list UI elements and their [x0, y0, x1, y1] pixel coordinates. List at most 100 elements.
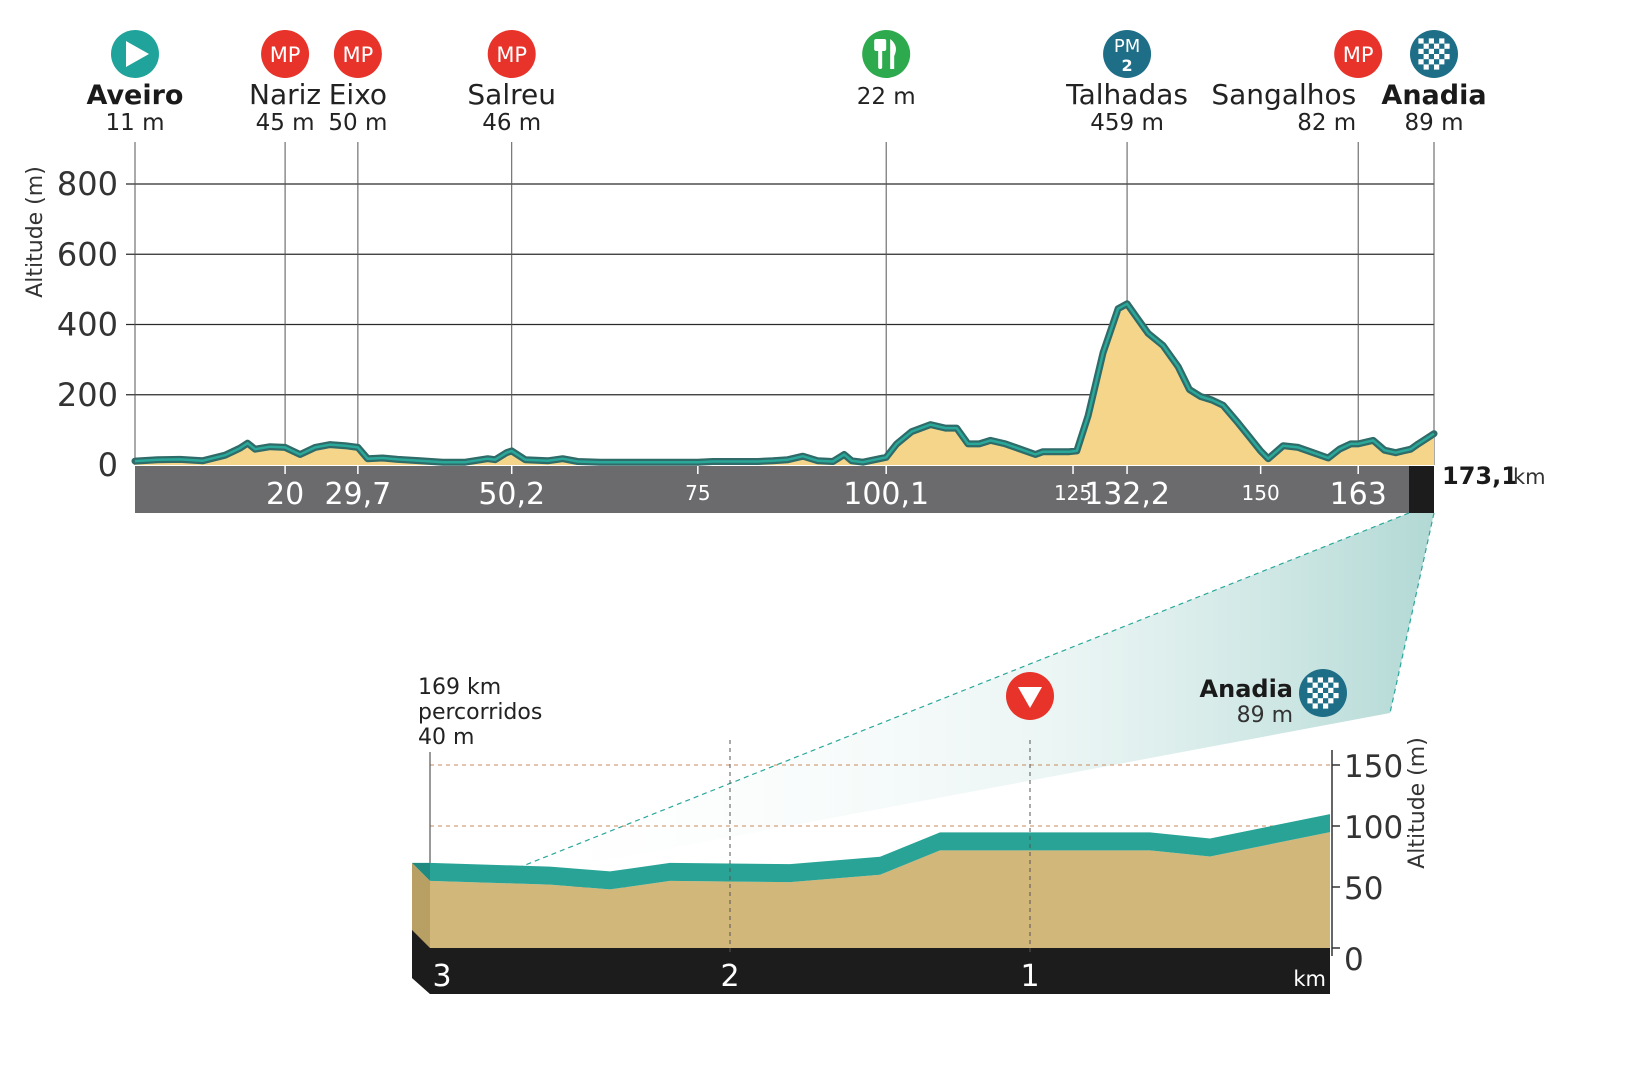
marker-altitude: 45 m: [256, 110, 315, 136]
x-tick-150: 150: [1242, 481, 1280, 505]
y-tick-0: 0: [98, 446, 118, 484]
finale-y-axis-label: Altitude (m): [1405, 737, 1430, 869]
checker-square: [1312, 693, 1318, 699]
sprint-badge-text: MP: [1343, 43, 1374, 67]
main-grid: 800 600 400 200 0: [57, 165, 1434, 484]
checker-square: [1444, 43, 1450, 49]
checker-square: [1434, 54, 1440, 60]
finale-start-line2: percorridos: [418, 700, 542, 725]
main-distance-axis: 20 29,7 50,2 100,1 132,2 163 75 125 150: [135, 466, 1434, 513]
fork-head: [874, 39, 887, 51]
intermediate-sprint-icon: MP: [487, 30, 536, 78]
flamme-rouge-triangle: [1018, 687, 1042, 708]
checker-square: [1423, 43, 1429, 49]
intermediate-sprint-icon-bg: [261, 30, 310, 78]
total-distance-value: 173,1: [1442, 462, 1518, 490]
marker-name: Salreu: [467, 78, 556, 111]
x-tick-125: 125: [1054, 481, 1092, 505]
checker-square: [1418, 48, 1424, 54]
checker-square: [1434, 43, 1440, 49]
main-y-axis-label: Altitude (m): [23, 166, 48, 298]
checker-square: [1328, 677, 1334, 683]
checker-square: [1307, 687, 1313, 693]
marker-altitude: 89 m: [1405, 110, 1464, 136]
sprint-badge-text: MP: [270, 43, 301, 67]
total-distance-label: 173,1 km: [1442, 462, 1546, 490]
finale-x-tick-2: 2: [720, 959, 739, 994]
x-tick-75: 75: [685, 481, 710, 505]
finale-distance-bar: [412, 930, 1330, 994]
finale-finish-name: Anadia: [1200, 675, 1293, 703]
total-distance-unit: km: [1513, 465, 1546, 489]
checker-square: [1423, 54, 1429, 60]
sprint-badge-text: MP: [342, 43, 373, 67]
mountain-prize-icon-bg: [1103, 30, 1152, 78]
marker-altitude: 22 m: [857, 84, 916, 110]
intermediate-sprint-icon-bg: [333, 30, 382, 78]
checker-square: [1444, 54, 1450, 60]
finale-finish-flag-icon: [1299, 669, 1347, 717]
finale-start-line1: 169 km: [418, 675, 501, 700]
feed-zone-icon: [862, 30, 911, 78]
zoom-shade: [475, 513, 1434, 885]
sprint-badge-text: MP: [496, 43, 527, 67]
finale-start-line3: 40 m: [418, 725, 474, 750]
start-icon: [111, 30, 159, 78]
checker-square: [1317, 677, 1323, 683]
climb-category-text: 2: [1122, 56, 1133, 75]
marker-feed-zone: 22 m: [857, 30, 916, 110]
marker-altitude: 82 m: [1297, 110, 1356, 136]
y-tick-600: 600: [57, 235, 118, 273]
marker-name: Sangalhos: [1211, 78, 1356, 111]
zoom-connector: [474, 512, 1435, 886]
finale-y-tick-50: 50: [1344, 871, 1383, 907]
finale-x-tick-1: 1: [1020, 959, 1039, 994]
x-tick-20: 20: [266, 477, 304, 512]
checker-square: [1312, 682, 1318, 688]
finale-chart: 3 2 1 km 150 100 50 0: [412, 669, 1403, 994]
knife-shape: [890, 39, 896, 69]
finale-y-tick-150: 150: [1344, 749, 1403, 785]
finale-finish-alt: 89 m: [1237, 703, 1293, 728]
checker-square: [1317, 687, 1323, 693]
checker-square: [1434, 64, 1440, 70]
marker-name: Aveiro: [87, 80, 184, 111]
intermediate-sprint-icon: MP: [333, 30, 382, 78]
checker-square: [1418, 38, 1424, 44]
x-tick-132,2: 132,2: [1084, 477, 1170, 512]
checker-square: [1328, 687, 1334, 693]
checker-square: [1333, 682, 1339, 688]
checker-square: [1312, 703, 1318, 709]
y-tick-400: 400: [57, 306, 118, 344]
checker-square: [1307, 677, 1313, 683]
intermediate-sprint-icon-bg: [1334, 30, 1383, 78]
finale-x-unit: km: [1293, 967, 1326, 991]
checker-square: [1439, 38, 1445, 44]
checker-square: [1317, 698, 1323, 704]
checker-square: [1328, 698, 1334, 704]
marker-altitude: 11 m: [106, 110, 165, 136]
checker-square: [1428, 48, 1434, 54]
x-tick-100,1: 100,1: [843, 477, 929, 512]
finale-start-label: 169 km percorridos 40 m: [418, 675, 542, 750]
marker-name: Eixo: [329, 78, 387, 111]
checker-square: [1439, 59, 1445, 65]
checker-square: [1418, 59, 1424, 65]
play-triangle: [126, 41, 149, 67]
checker-square: [1333, 693, 1339, 699]
climb-badge-text: PM: [1114, 36, 1140, 57]
x-tick-163: 163: [1330, 477, 1387, 512]
checker-square: [1323, 703, 1329, 709]
marker-altitude: 46 m: [482, 110, 541, 136]
finale-y-tick-0: 0: [1344, 942, 1364, 978]
checker-square: [1307, 698, 1313, 704]
marker-name: Nariz: [249, 78, 321, 111]
y-tick-800: 800: [57, 165, 118, 203]
